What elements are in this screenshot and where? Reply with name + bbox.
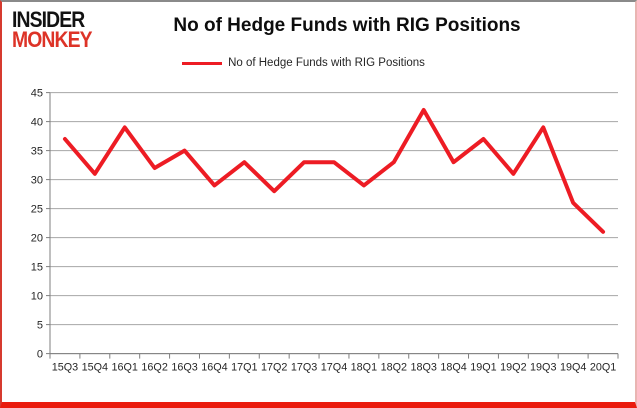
- x-tick-label: 19Q1: [470, 362, 496, 374]
- insider-monkey-logo: INSIDER MONKEY: [12, 7, 93, 53]
- y-tick-label: 30: [31, 175, 43, 187]
- y-tick-label: 35: [31, 146, 43, 158]
- logo-text-monkey: MONKEY: [12, 27, 93, 53]
- series-line: [62, 108, 606, 234]
- x-axis-tick-labels: 15Q3 15Q4 16Q1 16Q2 16Q3 16Q4 17Q1 17Q2 17Q3 17Q4…: [52, 362, 617, 374]
- x-tick-label: 18Q3: [410, 362, 436, 374]
- x-tick-label: 16Q1: [112, 362, 138, 374]
- x-tick-label: 19Q4: [560, 362, 586, 374]
- axes: [46, 92, 619, 359]
- x-tick-label: 17Q1: [231, 362, 257, 374]
- y-tick-label: 45: [31, 88, 43, 100]
- legend-line-swatch: [182, 61, 223, 65]
- x-tick-label: 15Q3: [52, 362, 78, 374]
- x-tick-label: 16Q4: [201, 362, 227, 374]
- y-tick-label: 40: [31, 117, 43, 129]
- x-tick-label: 18Q4: [440, 362, 466, 374]
- x-tick-label: 16Q3: [171, 362, 197, 374]
- x-tick-label: 16Q2: [141, 362, 167, 374]
- series-polyline: [62, 108, 606, 234]
- x-tick-label: 18Q2: [381, 362, 407, 374]
- x-tick-label: 19Q3: [530, 362, 556, 374]
- x-tick-label: 15Q4: [82, 362, 108, 374]
- x-tick-label: 17Q2: [261, 362, 287, 374]
- x-tick-label: 20Q1: [590, 362, 616, 374]
- y-axis-tick-labels: 0 5 10 15 20 25 30 35 40 45: [31, 88, 43, 361]
- logo-text-insider: INSIDER: [12, 7, 85, 32]
- y-tick-label: 15: [31, 262, 43, 274]
- chart-title: No of Hedge Funds with RIG Positions: [173, 15, 521, 36]
- x-tick-label: 18Q1: [351, 362, 377, 374]
- x-tick-label: 17Q3: [291, 362, 317, 374]
- y-tick-label: 5: [37, 320, 43, 332]
- y-tick-label: 10: [31, 291, 43, 303]
- y-tick-label: 20: [31, 233, 43, 245]
- y-tick-label: 0: [37, 349, 43, 361]
- legend-label: No of Hedge Funds with RIG Positions: [228, 57, 425, 69]
- y-tick-label: 25: [31, 204, 43, 216]
- x-tick-label: 17Q4: [321, 362, 347, 374]
- chart-legend: No of Hedge Funds with RIG Positions: [2, 57, 605, 69]
- x-tick-label: 19Q2: [500, 362, 526, 374]
- gridlines: [50, 92, 618, 355]
